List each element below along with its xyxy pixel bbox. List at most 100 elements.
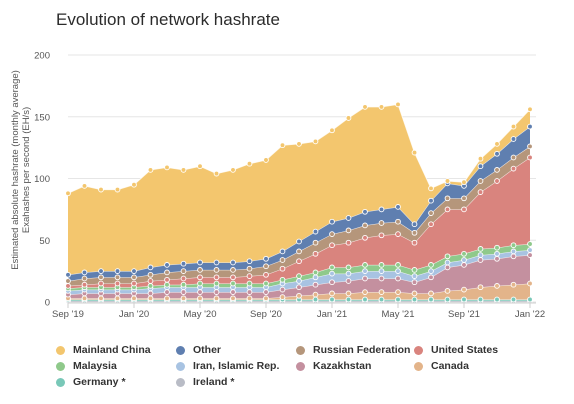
legend-label: Iran, Islamic Rep. [193, 360, 280, 372]
y-tick-label: 50 [39, 236, 50, 247]
legend-swatch [296, 345, 305, 355]
point-canada [494, 283, 500, 289]
point-malaysia [345, 264, 352, 271]
point-russian-federation [510, 154, 517, 161]
legend-item[interactable]: Russian Federation [296, 344, 410, 356]
point-kazakhstan [147, 290, 154, 297]
point-other [263, 255, 269, 262]
point-united-states [180, 275, 187, 282]
point-canada [98, 295, 104, 302]
legend-item[interactable]: Other [176, 344, 221, 356]
point-other [378, 206, 385, 213]
point-mainland-china [345, 115, 352, 121]
point-other [527, 123, 533, 130]
point-other [197, 259, 203, 266]
point-russian-federation [461, 195, 467, 202]
point-kazakhstan [180, 289, 187, 295]
legend-label: United States [431, 344, 499, 356]
point-other [411, 221, 418, 228]
point-russian-federation [246, 265, 253, 272]
point-russian-federation [494, 167, 500, 173]
point-russian-federation [147, 271, 154, 278]
legend-swatch [56, 345, 65, 355]
point-canada [114, 295, 121, 302]
legend-item[interactable]: Ireland * [176, 376, 234, 388]
point-united-states [279, 265, 286, 272]
point-kazakhstan [510, 253, 517, 260]
point-germany [378, 296, 385, 303]
point-other [180, 260, 187, 267]
legend-item[interactable]: Iran, Islamic Rep. [176, 360, 279, 372]
legend-swatch [176, 361, 185, 371]
point-mainland-china [131, 181, 137, 188]
point-malaysia [428, 262, 434, 268]
point-mainland-china [312, 138, 319, 145]
point-malaysia [378, 262, 385, 268]
point-mainland-china [428, 185, 434, 192]
point-canada [444, 288, 451, 294]
data-points [65, 101, 533, 304]
point-malaysia [263, 280, 269, 287]
point-canada [246, 295, 253, 302]
point-united-states [213, 274, 220, 281]
point-kazakhstan [395, 275, 401, 282]
point-mainland-china [395, 101, 401, 108]
x-tick-label: Sep '21 [448, 309, 480, 320]
legend-swatch [56, 361, 65, 371]
point-germany [329, 296, 335, 303]
point-kazakhstan [246, 289, 253, 295]
y-tick-label: 150 [34, 112, 50, 123]
point-canada [296, 292, 302, 299]
legend-item[interactable]: Germany * [56, 376, 126, 388]
point-united-states [510, 165, 517, 172]
point-malaysia [329, 264, 335, 271]
point-russian-federation [444, 195, 451, 202]
area-series [67, 103, 531, 302]
x-tick-label: Jan '21 [317, 309, 347, 320]
x-tick-label: May '20 [184, 309, 217, 320]
point-kazakhstan [494, 255, 500, 262]
point-kazakhstan [378, 275, 385, 282]
point-mainland-china [65, 190, 71, 197]
point-iran-islamic-rep [362, 268, 368, 274]
point-other [477, 163, 484, 170]
point-united-states [345, 239, 352, 246]
point-kazakhstan [411, 279, 418, 286]
legend-item[interactable]: Kazakhstan [296, 360, 371, 372]
point-iran-islamic-rep [428, 268, 434, 274]
point-russian-federation [312, 239, 319, 246]
point-united-states [378, 232, 385, 239]
point-iran-islamic-rep [329, 270, 335, 277]
point-united-states [131, 280, 137, 287]
point-kazakhstan [444, 264, 451, 271]
point-russian-federation [65, 278, 71, 284]
legend-label: Other [193, 344, 222, 356]
point-malaysia [230, 280, 236, 287]
area-russian-federation [68, 146, 530, 286]
point-other [395, 204, 401, 210]
point-iran-islamic-rep [395, 268, 401, 274]
point-malaysia [527, 241, 533, 247]
point-russian-federation [279, 257, 286, 263]
legend-item[interactable]: Canada [414, 360, 469, 372]
x-tick-label: Jan '20 [119, 309, 149, 320]
point-malaysia [461, 250, 467, 257]
point-other [510, 136, 517, 142]
point-mainland-china [230, 167, 236, 173]
point-malaysia [279, 276, 286, 283]
point-malaysia [296, 273, 302, 279]
point-kazakhstan [362, 275, 368, 282]
point-russian-federation [81, 275, 88, 282]
area-mainland-china [68, 104, 530, 275]
point-united-states [296, 258, 302, 265]
legend-item[interactable]: Malaysia [56, 360, 117, 372]
point-canada [510, 281, 517, 288]
legend-item[interactable]: Mainland China [56, 344, 151, 356]
legend-item[interactable]: United States [414, 344, 498, 356]
point-russian-federation [329, 231, 335, 237]
point-canada [345, 290, 352, 297]
point-other [164, 262, 170, 268]
point-canada [395, 289, 401, 295]
point-united-states [98, 280, 104, 287]
y-axis: 0 50 100 150 200 [34, 51, 50, 309]
